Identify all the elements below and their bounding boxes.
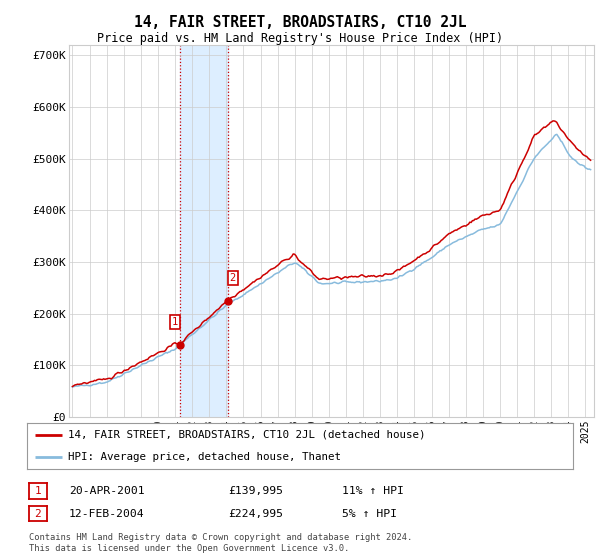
Text: Price paid vs. HM Land Registry's House Price Index (HPI): Price paid vs. HM Land Registry's House … (97, 32, 503, 45)
Text: 20-APR-2001: 20-APR-2001 (69, 486, 145, 496)
Bar (180, 45, 228, 417)
Text: 2: 2 (230, 273, 236, 283)
Text: £139,995: £139,995 (228, 486, 283, 496)
Text: 2: 2 (34, 508, 41, 519)
Text: 14, FAIR STREET, BROADSTAIRS, CT10 2JL (detached house): 14, FAIR STREET, BROADSTAIRS, CT10 2JL (… (68, 430, 425, 440)
Text: 11% ↑ HPI: 11% ↑ HPI (342, 486, 404, 496)
Text: 1: 1 (172, 317, 178, 327)
Text: 5% ↑ HPI: 5% ↑ HPI (342, 508, 397, 519)
Text: Contains HM Land Registry data © Crown copyright and database right 2024.
This d: Contains HM Land Registry data © Crown c… (29, 533, 412, 553)
Text: 1: 1 (34, 486, 41, 496)
Text: £224,995: £224,995 (228, 508, 283, 519)
Text: 12-FEB-2004: 12-FEB-2004 (69, 508, 145, 519)
Text: HPI: Average price, detached house, Thanet: HPI: Average price, detached house, Than… (68, 452, 341, 462)
Text: 14, FAIR STREET, BROADSTAIRS, CT10 2JL: 14, FAIR STREET, BROADSTAIRS, CT10 2JL (134, 15, 466, 30)
